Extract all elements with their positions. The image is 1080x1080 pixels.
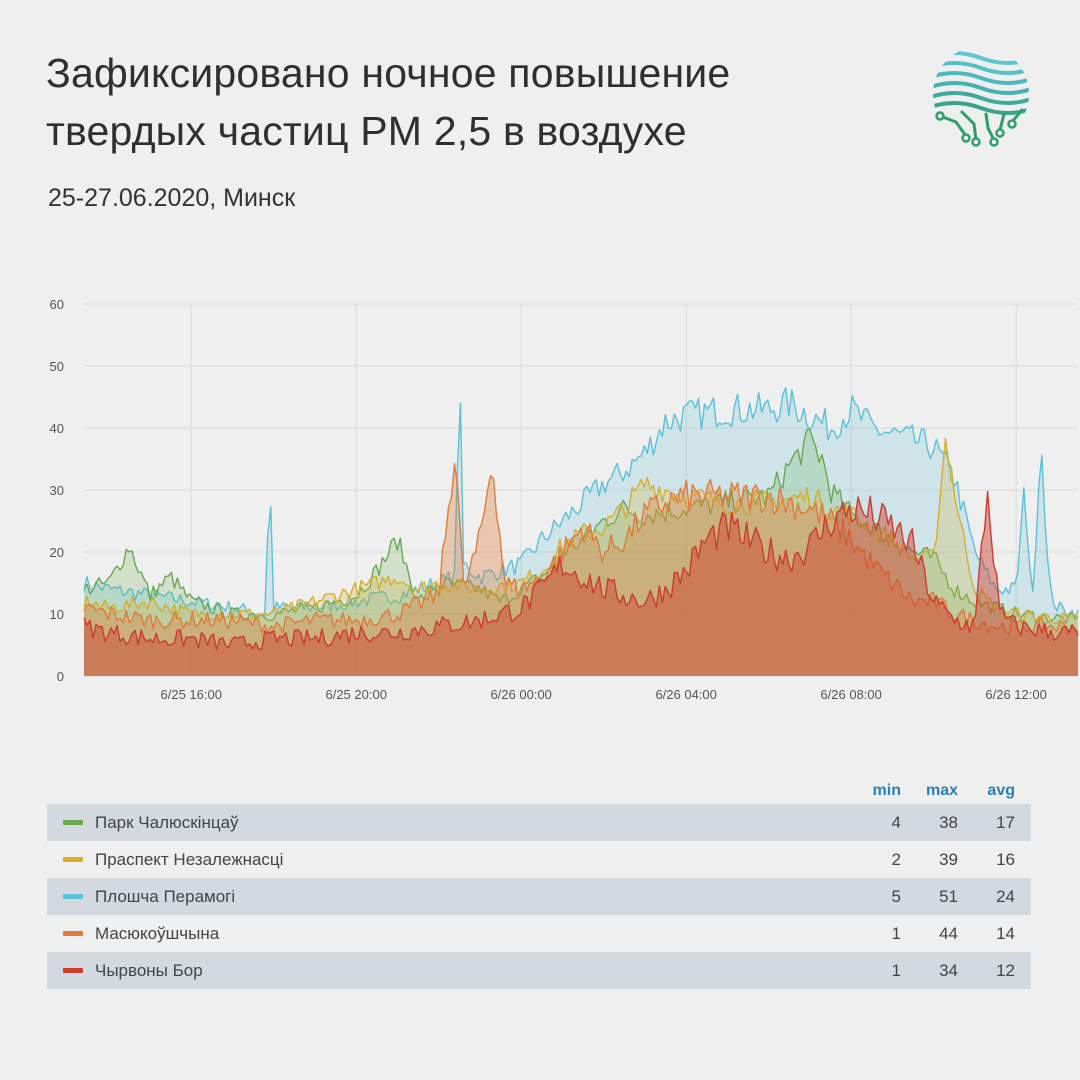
legend-max: 44 — [939, 923, 958, 943]
legend-table: min max avg Парк Чалюскінцаў 4 38 17 Пра… — [47, 778, 1031, 989]
legend-header-avg[interactable]: avg — [987, 782, 1015, 799]
page-title: Зафиксировано ночное повышение твердых ч… — [46, 50, 731, 154]
legend-header-max[interactable]: max — [925, 782, 958, 799]
legend-max: 38 — [939, 812, 958, 832]
legend-avg: 17 — [996, 812, 1015, 832]
legend-row[interactable]: Чырвоны Бор 1 34 12 — [47, 952, 1031, 989]
series-area — [84, 491, 1078, 676]
legend-row[interactable]: Масюкоўшчына 1 44 14 — [47, 915, 1031, 952]
series-area — [84, 387, 1078, 676]
series-line — [83, 490, 1079, 651]
legend-min: 2 — [891, 849, 901, 869]
y-tick-label: 40 — [50, 421, 64, 436]
legend-series-name: Парк Чалюскінцаў — [95, 812, 239, 832]
legend-avg: 16 — [996, 849, 1015, 869]
series-line — [83, 428, 1079, 625]
series-line — [83, 463, 1079, 636]
legend-swatch — [63, 968, 83, 973]
legend-swatch — [63, 894, 83, 899]
x-tick-label: 6/25 16:00 — [161, 687, 222, 702]
y-tick-label: 0 — [57, 669, 64, 684]
x-tick-label: 6/26 00:00 — [490, 687, 551, 702]
legend-min: 5 — [891, 886, 901, 906]
subtitle: 25-27.06.2020, Минск — [48, 184, 296, 212]
y-tick-label: 50 — [50, 359, 64, 374]
x-tick-label: 6/26 04:00 — [655, 687, 716, 702]
legend-series-name: Плошча Перамогі — [95, 886, 236, 906]
y-tick-label: 20 — [50, 545, 64, 560]
series-area — [84, 438, 1078, 676]
legend-max: 34 — [939, 960, 958, 980]
series-area — [84, 429, 1078, 676]
legend-row[interactable]: Парк Чалюскінцаў 4 38 17 — [47, 804, 1031, 841]
legend-series-name: Праспект Незалежнасці — [95, 849, 284, 869]
legend-swatch — [63, 857, 83, 862]
legend-avg: 12 — [996, 960, 1015, 980]
legend-swatch — [63, 820, 83, 825]
legend-series-name: Масюкоўшчына — [95, 923, 220, 943]
legend-avg: 14 — [996, 923, 1015, 943]
legend-min: 1 — [891, 960, 901, 980]
y-tick-label: 10 — [50, 607, 64, 622]
legend-header: min max avg — [47, 778, 1031, 804]
legend-series-name: Чырвоны Бор — [95, 960, 203, 980]
y-tick-label: 30 — [50, 483, 64, 498]
x-tick-label: 6/25 20:00 — [325, 687, 386, 702]
legend-row[interactable]: Праспект Незалежнасці 2 39 16 — [47, 841, 1031, 878]
legend-max: 39 — [939, 849, 958, 869]
legend-swatch — [63, 931, 83, 936]
circuit-waves-logo-icon — [933, 51, 1029, 147]
y-tick-label: 60 — [50, 297, 64, 312]
legend-row[interactable]: Плошча Перамогі 5 51 24 — [47, 878, 1031, 915]
legend-min: 1 — [891, 923, 901, 943]
x-tick-label: 6/26 08:00 — [820, 687, 881, 702]
legend-header-min[interactable]: min — [872, 782, 901, 799]
pm25-area-chart: 0 10 20 30 40 50 60 6/25 16:00 6/25 20:00 6/26 00… — [50, 297, 1079, 702]
legend-avg: 24 — [996, 886, 1015, 906]
legend-min: 4 — [891, 812, 901, 832]
legend-max: 51 — [939, 886, 958, 906]
x-tick-label: 6/26 12:00 — [985, 687, 1046, 702]
